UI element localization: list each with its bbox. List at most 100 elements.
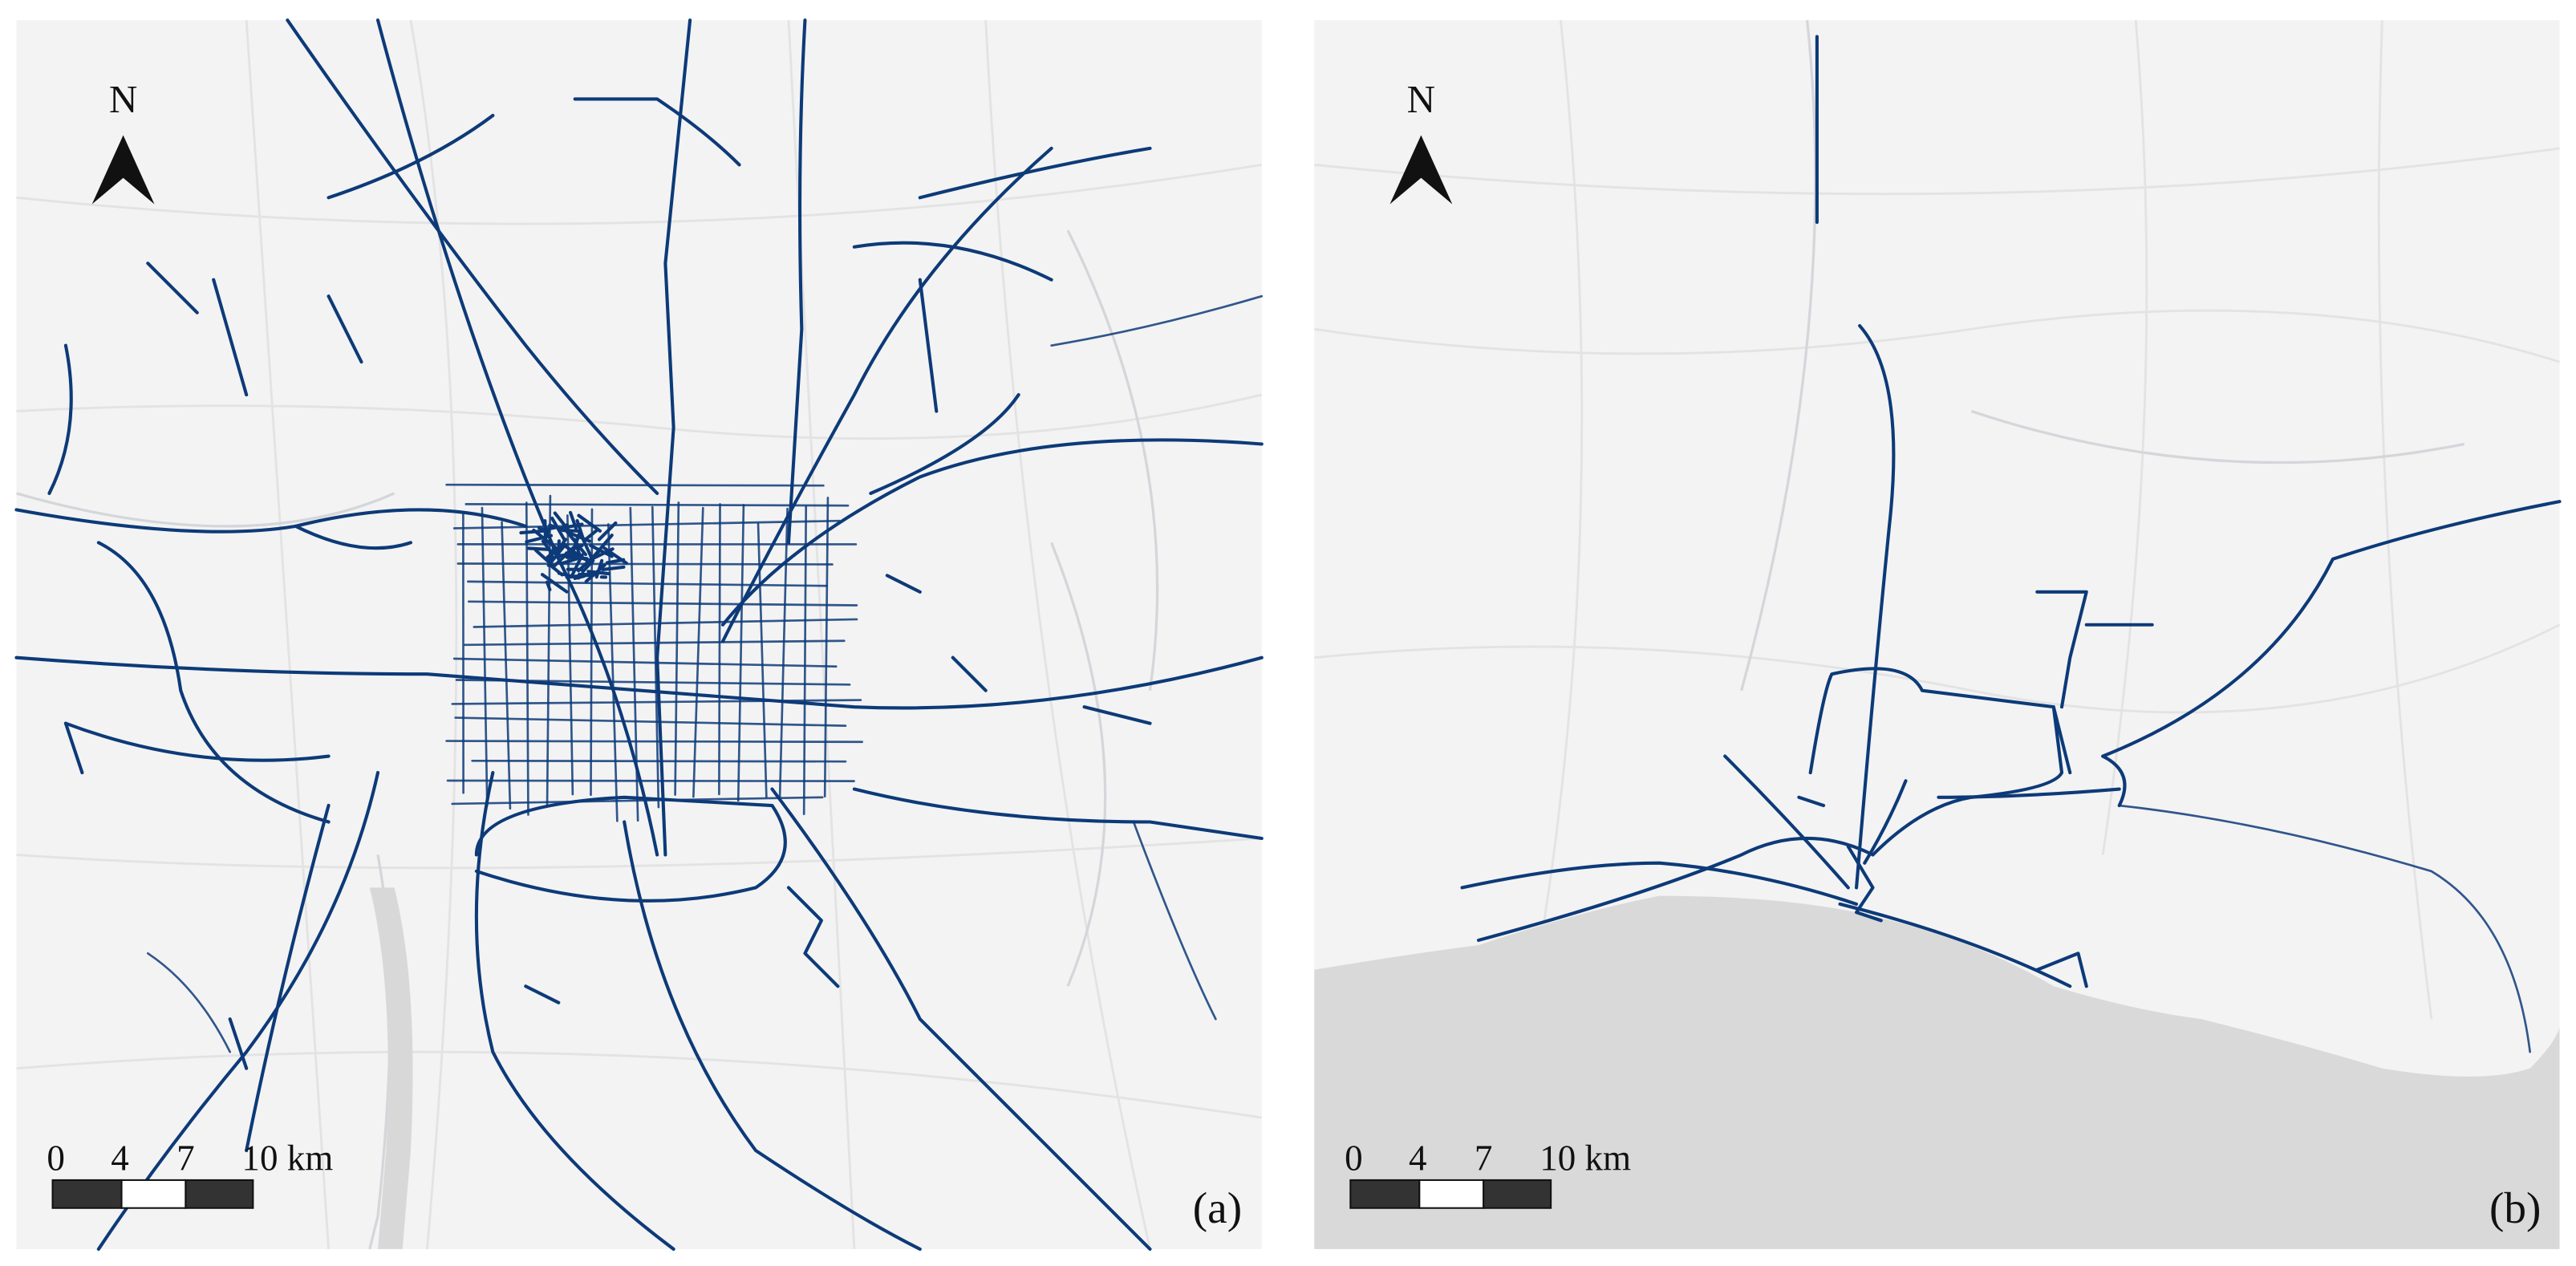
track [474,795,787,903]
scale-segment [120,1179,187,1209]
track [757,522,768,798]
track [546,494,552,807]
track [532,528,559,550]
track [565,573,592,579]
scale-segment [185,1179,254,1209]
track [590,534,614,561]
scale-segment [1349,1179,1421,1209]
track [519,529,546,535]
track [578,532,593,558]
track [589,544,614,558]
panel-label: (a) [1193,1183,1242,1232]
track [583,528,599,542]
north-label: N [109,77,137,121]
track [1937,705,2121,799]
scale-segment [1418,1179,1485,1209]
track [553,511,571,534]
panel-b [1314,19,2562,1249]
track [1855,324,1896,890]
track [1460,836,1875,942]
track [1808,667,2064,857]
track [327,97,1152,200]
track [548,550,576,561]
track [455,679,851,686]
map-background [16,20,1262,1249]
track [474,771,922,1251]
track [629,506,639,822]
track [456,562,834,566]
track [146,294,1264,1053]
track [692,506,704,798]
track [14,655,1264,762]
track [1723,754,1908,890]
tracks [1460,34,2562,1053]
scale-segment [1483,1179,1552,1209]
panel-a [14,18,1264,1251]
scale-segment [51,1179,123,1209]
track [2118,804,2531,1053]
scale-label: 7 [1475,1138,1493,1179]
track [770,787,1264,1251]
scale-label: 4 [111,1138,129,1179]
track [451,796,824,805]
track [546,544,562,559]
track [584,563,606,583]
track [823,497,830,798]
track [601,565,626,571]
track [869,393,1152,725]
track [481,506,489,807]
track [561,557,578,566]
scale-label: 10 km [241,1138,333,1179]
track [451,699,862,705]
north-label: N [1407,77,1435,121]
scale-label: 4 [1409,1138,1427,1179]
base-roads [16,19,1263,1250]
scale-label: 7 [176,1138,195,1179]
track [1838,845,2088,988]
river [369,887,413,1249]
scale-label: 10 km [1540,1138,1631,1179]
track [655,18,807,857]
track [2035,590,2154,808]
track [736,504,745,802]
track [674,501,680,796]
track [569,510,578,530]
track [778,507,789,798]
track [1314,20,2561,1020]
track [546,542,567,567]
map-furniture: N 0 4 7 10 km (a) N 0 4 7 10 km (b) [47,77,2541,1232]
panel-label: (b) [2489,1183,2541,1232]
track [454,716,847,727]
tracks [14,18,1264,1251]
track [286,18,659,857]
track [47,262,413,775]
track [467,600,858,607]
track [563,544,590,564]
track [577,513,602,533]
track [2101,500,2562,758]
north-arrow [1389,135,1453,205]
track [540,573,569,594]
track [720,146,1264,643]
track [563,528,587,557]
track [651,505,660,809]
track [452,519,841,530]
track [464,503,850,507]
track [597,521,618,542]
track [228,886,840,1070]
track [445,740,863,744]
track [537,526,550,534]
scale-label: 0 [1345,1138,1363,1179]
track [463,639,846,647]
track [525,534,554,544]
north-arrow [91,135,155,205]
track [473,618,858,628]
track [525,501,529,816]
track [16,19,1263,1250]
track [550,517,567,542]
track [452,657,838,668]
track [718,503,721,796]
track [541,539,554,556]
